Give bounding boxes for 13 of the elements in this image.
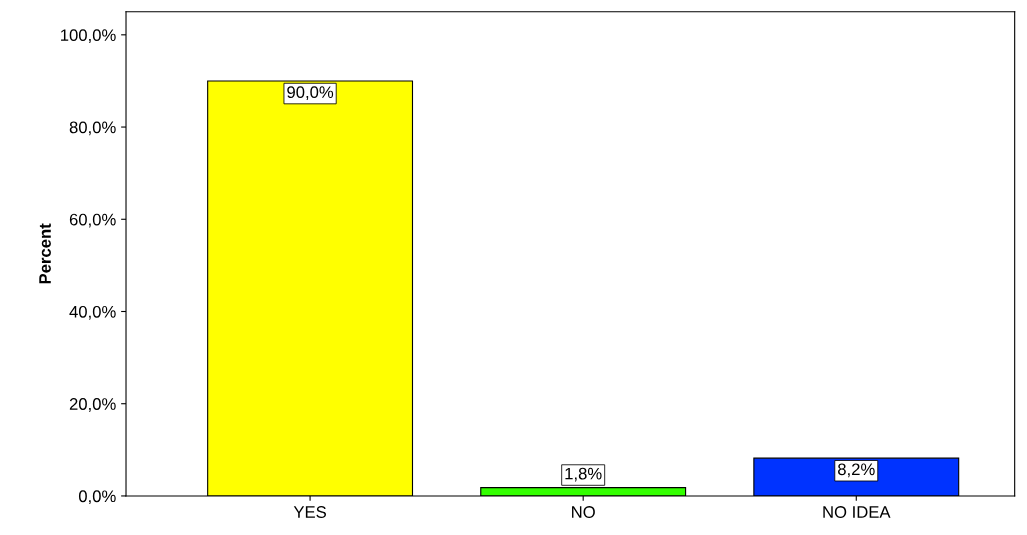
x-tick-label: NO xyxy=(572,506,595,518)
y-tick-label: 60,0% xyxy=(69,213,116,228)
y-tick-label: 20,0% xyxy=(69,398,116,412)
x-tick-label: NO IDEA xyxy=(823,506,891,518)
data-label: 1,8% xyxy=(565,467,602,482)
data-label: 8,2% xyxy=(838,463,875,478)
data-label: 90,0% xyxy=(287,86,334,100)
y-tick-label: 100,0% xyxy=(61,29,116,43)
y-tick-label: 0,0% xyxy=(78,490,116,505)
x-tick-label: YES xyxy=(293,506,326,518)
y-axis-title: Percent xyxy=(39,223,51,284)
y-tick-label: 40,0% xyxy=(69,305,116,320)
y-tick-label: 80,0% xyxy=(69,121,116,136)
